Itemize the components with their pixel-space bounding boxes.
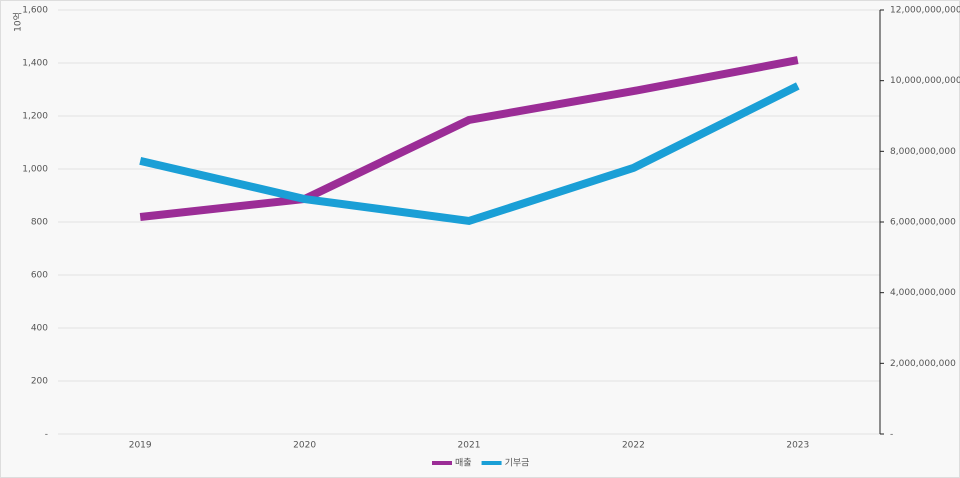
y2-tick-label: 6,000,000,000 <box>890 218 956 228</box>
line-series <box>139 56 799 221</box>
line-series <box>139 82 800 226</box>
y-tick-label: 1,600 <box>22 6 48 16</box>
y-tick-label: - <box>45 430 48 440</box>
y-tick-label: 800 <box>31 218 48 228</box>
y2-tick-label: - <box>890 430 893 440</box>
legend-label: 기부금 <box>505 458 530 469</box>
y-tick-label: 1,200 <box>22 112 48 122</box>
x-tick-label: 2020 <box>293 441 316 451</box>
y2-tick-label: 8,000,000,000 <box>890 147 956 157</box>
x-tick-label: 2023 <box>786 441 809 451</box>
x-tick-label: 2021 <box>458 441 481 451</box>
y-tick-label: 400 <box>31 324 48 334</box>
y-tick-label: 600 <box>31 271 48 281</box>
y2-tick-label: 10,000,000,000 <box>890 76 960 86</box>
x-tick-label: 2022 <box>622 441 645 451</box>
y-tick-label: 1,400 <box>22 59 48 69</box>
y-axis-label: 10억 <box>12 12 24 32</box>
y2-tick-label: 12,000,000,000 <box>890 6 960 16</box>
x-tick-label: 2019 <box>129 441 152 451</box>
legend-label: 매출 <box>455 458 472 469</box>
y-tick-label: 1,000 <box>22 165 48 175</box>
y2-tick-label: 4,000,000,000 <box>890 288 956 298</box>
y2-tick-label: 2,000,000,000 <box>890 359 956 369</box>
y-tick-label: 200 <box>31 377 48 387</box>
